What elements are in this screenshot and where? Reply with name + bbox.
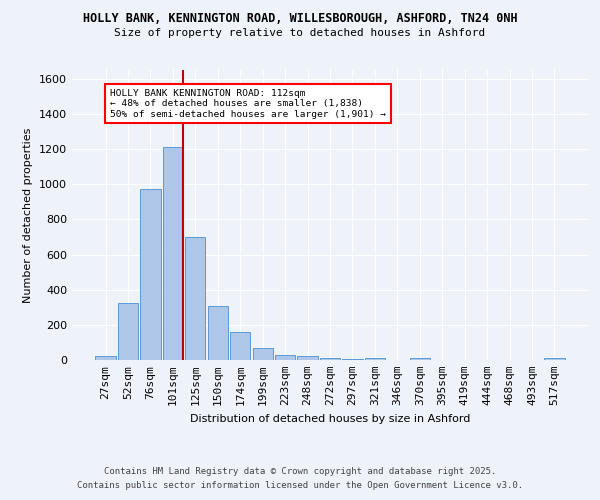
Text: Contains HM Land Registry data © Crown copyright and database right 2025.: Contains HM Land Registry data © Crown c… — [104, 467, 496, 476]
Bar — [230, 332, 250, 360]
Text: HOLLY BANK, KENNINGTON ROAD, WILLESBOROUGH, ASHFORD, TN24 0NH: HOLLY BANK, KENNINGTON ROAD, WILLESBOROU… — [83, 12, 517, 26]
Bar — [163, 148, 183, 360]
Text: Size of property relative to detached houses in Ashford: Size of property relative to detached ho… — [115, 28, 485, 38]
Bar — [118, 303, 138, 360]
Bar — [185, 237, 205, 360]
Bar — [320, 358, 340, 360]
Bar — [275, 354, 295, 360]
X-axis label: Distribution of detached houses by size in Ashford: Distribution of detached houses by size … — [190, 414, 470, 424]
Text: HOLLY BANK KENNINGTON ROAD: 112sqm
← 48% of detached houses are smaller (1,838)
: HOLLY BANK KENNINGTON ROAD: 112sqm ← 48%… — [110, 89, 386, 118]
Bar — [298, 356, 317, 360]
Bar — [253, 348, 273, 360]
Bar — [410, 358, 430, 360]
Bar — [544, 358, 565, 360]
Bar — [343, 358, 362, 360]
Bar — [140, 188, 161, 360]
Text: Contains public sector information licensed under the Open Government Licence v3: Contains public sector information licen… — [77, 481, 523, 490]
Bar — [365, 358, 385, 360]
Bar — [208, 306, 228, 360]
Bar — [95, 356, 116, 360]
Y-axis label: Number of detached properties: Number of detached properties — [23, 128, 34, 302]
